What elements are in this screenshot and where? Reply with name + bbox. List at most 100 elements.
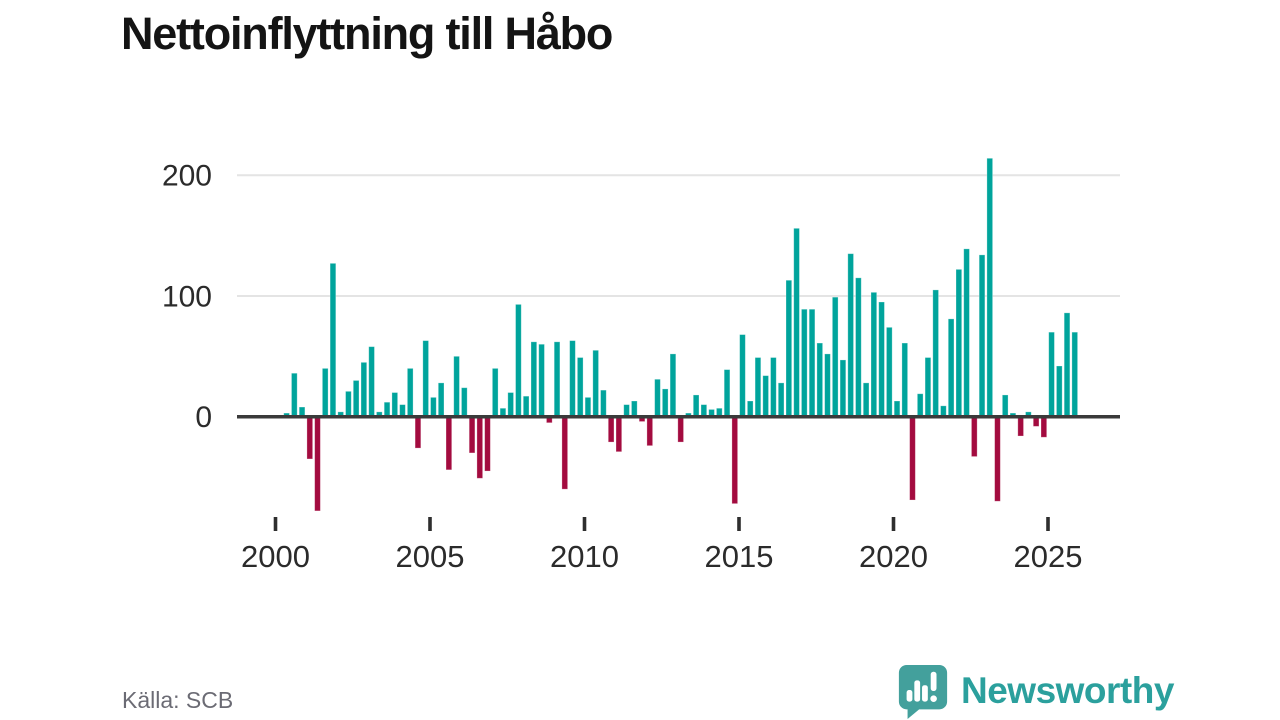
bar-2019-Q1 (862, 382, 870, 418)
bar-2002-Q2 (345, 390, 352, 418)
bar-2015-Q4 (762, 375, 769, 418)
bar-2020-Q1 (893, 400, 901, 418)
bar-2005-Q2 (437, 382, 445, 418)
bar-2006-Q1 (461, 387, 468, 418)
bar-2016-Q4 (793, 227, 800, 418)
bar-2001-Q1 (306, 416, 314, 460)
bar-2023-Q3 (1001, 394, 1009, 418)
bar-2007-Q3 (507, 392, 514, 418)
x-tick-2015 (737, 517, 741, 531)
bar-2006-Q2 (468, 416, 476, 454)
bar-2025-Q4 (1071, 331, 1079, 418)
bar-2011-Q3 (631, 400, 638, 418)
bar-2017-Q2 (808, 308, 816, 418)
bar-2023-Q2 (994, 416, 1001, 502)
x-axis-label-2025: 2025 (1014, 539, 1083, 574)
bar-2014-Q4 (731, 416, 739, 505)
bar-2020-Q3 (909, 416, 916, 501)
bar-2024-Q1 (1017, 416, 1024, 437)
bar-2016-Q2 (777, 382, 785, 418)
bar-2004-Q4 (422, 340, 429, 418)
bar-2013-Q4 (700, 404, 708, 418)
bar-2014-Q3 (723, 369, 731, 418)
bar-2004-Q1 (399, 404, 406, 418)
bar-2001-Q3 (321, 367, 329, 418)
bar-2010-Q3 (600, 389, 607, 418)
bar-2025-Q3 (1063, 312, 1071, 418)
bar-2023-Q1 (986, 157, 994, 418)
x-axis-label-2020: 2020 (859, 539, 928, 574)
bar-2005-Q1 (430, 396, 437, 418)
bar-2010-Q4 (607, 416, 615, 443)
bar-2012-Q1 (646, 416, 654, 447)
bar-2020-Q2 (901, 342, 909, 418)
brand-wordmark: Newsworthy (961, 670, 1174, 711)
x-tick-2000 (273, 517, 278, 531)
bar-2009-Q1 (553, 341, 561, 418)
bar-2008-Q2 (530, 341, 538, 418)
bar-2001-Q2 (314, 416, 321, 512)
bar-2012-Q2 (654, 378, 661, 418)
bar-2011-Q1 (615, 416, 623, 453)
bar-2000-Q3 (291, 372, 298, 418)
x-tick-2025 (1046, 517, 1050, 531)
bar-2021-Q2 (932, 289, 939, 418)
bar-2007-Q4 (515, 303, 522, 418)
bar-2010-Q2 (592, 349, 599, 418)
bar-2001-Q4 (329, 262, 337, 418)
bar-2017-Q1 (801, 308, 808, 418)
newsworthy-speech-bubble-chart-icon (898, 664, 948, 719)
bar-2015-Q3 (754, 357, 762, 418)
bar-2017-Q4 (824, 353, 831, 418)
x-tick-2005 (428, 517, 432, 531)
bar-2018-Q4 (855, 277, 862, 418)
bar-2022-Q2 (963, 248, 970, 418)
bar-2003-Q4 (391, 392, 399, 418)
bar-2018-Q1 (831, 296, 839, 418)
bar-2012-Q4 (669, 353, 677, 418)
x-axis-label-2000: 2000 (241, 539, 310, 574)
x-axis-label-2010: 2010 (550, 539, 619, 574)
x-tick-2020 (891, 517, 896, 531)
bar-2021-Q1 (924, 357, 932, 418)
bar-2025-Q2 (1056, 365, 1063, 418)
bar-2005-Q3 (445, 416, 453, 471)
bar-2010-Q1 (584, 396, 592, 418)
bar-2004-Q3 (414, 416, 422, 449)
bar-2007-Q1 (491, 367, 499, 418)
bar-2018-Q2 (839, 359, 847, 418)
bar-2009-Q3 (569, 340, 576, 418)
bar-2004-Q2 (406, 367, 414, 418)
bar-2019-Q2 (870, 291, 878, 418)
bar-2013-Q3 (692, 394, 700, 418)
bar-2002-Q3 (352, 380, 360, 418)
x-axis-label-2015: 2015 (705, 539, 774, 574)
bar-2017-Q3 (816, 342, 824, 418)
bar-2021-Q4 (947, 318, 955, 418)
bar-2009-Q4 (576, 357, 584, 418)
x-tick-2010 (582, 517, 587, 531)
y-axis-label-200: 200 (162, 160, 212, 193)
y-axis-label-0: 0 (195, 401, 212, 434)
x-axis-label-2005: 2005 (396, 539, 465, 574)
newsworthy-logo: Newsworthy (896, 662, 1174, 720)
bar-2012-Q3 (661, 388, 669, 418)
bar-2009-Q2 (561, 416, 569, 490)
mini-bar-chart-glyph (906, 671, 937, 702)
bar-2005-Q4 (453, 355, 460, 418)
bar-2020-Q4 (916, 393, 924, 418)
bar-2016-Q1 (770, 357, 777, 418)
y-axis-label-100: 100 (162, 280, 212, 313)
source-label: Källa: SCB (122, 687, 234, 713)
bar-2003-Q3 (383, 401, 391, 418)
bar-2008-Q3 (538, 343, 545, 418)
bar-2008-Q1 (522, 395, 530, 418)
bar-2022-Q3 (971, 416, 978, 457)
bar-2006-Q3 (476, 416, 484, 479)
bar-2002-Q4 (360, 361, 368, 418)
chart-title: Nettoinflyttning till Håbo (121, 8, 613, 59)
bar-2015-Q1 (739, 334, 746, 418)
bar-2022-Q1 (955, 268, 963, 418)
